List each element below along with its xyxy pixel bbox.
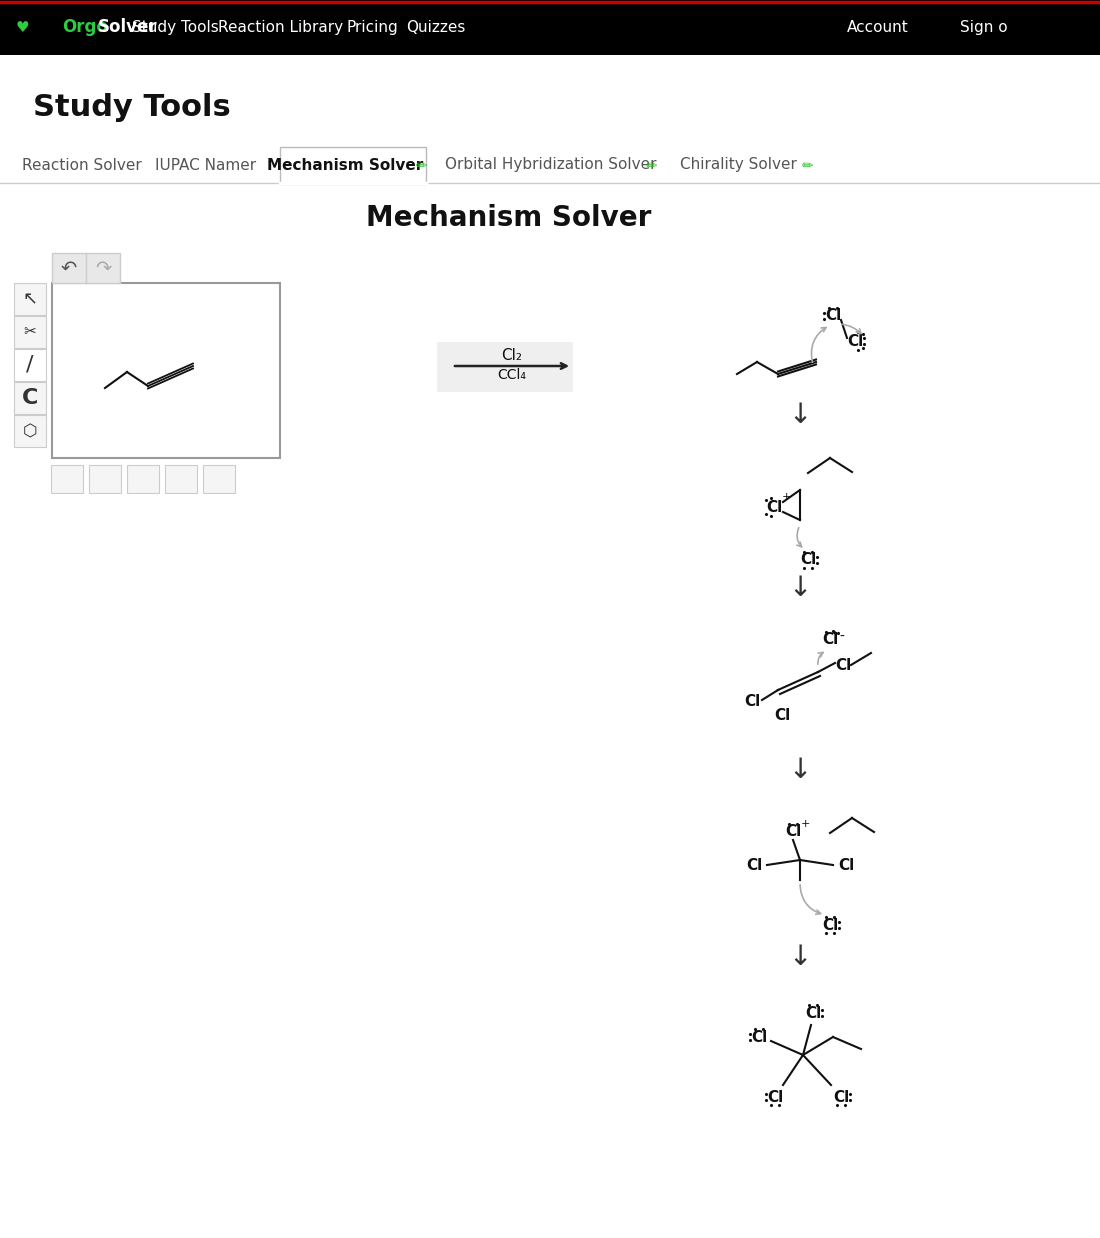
Text: ↶: ↶ — [60, 259, 77, 277]
Text: ✏: ✏ — [646, 158, 658, 173]
Text: Orgo: Orgo — [62, 19, 108, 36]
Text: Cl: Cl — [746, 858, 762, 873]
Text: -: - — [839, 630, 845, 644]
Text: Reaction Library: Reaction Library — [219, 20, 343, 35]
Text: Orbital Hybridization Solver: Orbital Hybridization Solver — [446, 157, 657, 172]
Bar — [204, 465, 235, 493]
Text: Cl₂: Cl₂ — [502, 349, 522, 364]
Bar — [14, 316, 46, 348]
Bar — [14, 284, 46, 314]
Text: ↓: ↓ — [789, 574, 812, 602]
Text: Chirality Solver: Chirality Solver — [680, 157, 796, 172]
Bar — [280, 147, 426, 184]
Bar — [51, 465, 82, 493]
Text: ↷: ↷ — [95, 259, 111, 277]
Bar — [126, 465, 160, 493]
Text: ↓: ↓ — [789, 756, 812, 784]
Text: Quizzes: Quizzes — [406, 20, 465, 35]
Text: Cl: Cl — [847, 333, 864, 349]
Text: Cl: Cl — [785, 825, 801, 839]
Text: ⬡: ⬡ — [23, 422, 37, 439]
Text: Cl: Cl — [800, 552, 816, 567]
Text: ↓: ↓ — [789, 401, 812, 430]
Text: Study Tools: Study Tools — [132, 20, 219, 35]
Text: Account: Account — [847, 20, 909, 35]
Text: Cl: Cl — [805, 1005, 821, 1020]
Text: ✏: ✏ — [415, 158, 427, 173]
Text: ♥: ♥ — [15, 20, 29, 35]
Bar — [52, 253, 120, 284]
Text: ↖: ↖ — [22, 290, 37, 308]
Text: ✏: ✏ — [801, 158, 813, 173]
Text: +: + — [801, 820, 810, 829]
Text: Cl: Cl — [767, 1089, 783, 1104]
Text: IUPAC Namer: IUPAC Namer — [155, 157, 256, 172]
Text: Mechanism Solver: Mechanism Solver — [267, 157, 424, 172]
Text: Solver: Solver — [98, 19, 157, 36]
Bar — [14, 383, 46, 413]
Text: CCl₄: CCl₄ — [497, 368, 527, 383]
Bar — [165, 465, 197, 493]
Text: Cl: Cl — [744, 695, 760, 709]
Text: Cl: Cl — [822, 917, 838, 932]
Text: Cl: Cl — [838, 858, 854, 873]
Bar — [14, 415, 46, 447]
Text: Sign o: Sign o — [960, 20, 1008, 35]
Text: Cl: Cl — [835, 657, 851, 672]
Text: /: / — [26, 355, 34, 375]
Text: Pricing: Pricing — [346, 20, 398, 35]
Bar — [0, 0, 1100, 54]
Bar — [14, 349, 46, 381]
Text: Cl: Cl — [766, 499, 782, 515]
Text: +: + — [781, 491, 791, 501]
Text: Mechanism Solver: Mechanism Solver — [366, 204, 651, 232]
Text: Cl: Cl — [825, 308, 842, 323]
Text: Reaction Solver: Reaction Solver — [22, 157, 142, 172]
Bar — [437, 342, 573, 392]
Text: Cl: Cl — [833, 1089, 849, 1104]
Text: ✂: ✂ — [23, 324, 36, 339]
Text: ↓: ↓ — [789, 943, 812, 971]
Text: Study Tools: Study Tools — [33, 94, 231, 123]
Bar — [89, 465, 121, 493]
Text: Cl: Cl — [774, 707, 790, 723]
Bar — [52, 284, 280, 458]
Text: C: C — [22, 387, 38, 409]
Text: Cl: Cl — [751, 1030, 767, 1045]
Text: Cl: Cl — [822, 633, 838, 647]
